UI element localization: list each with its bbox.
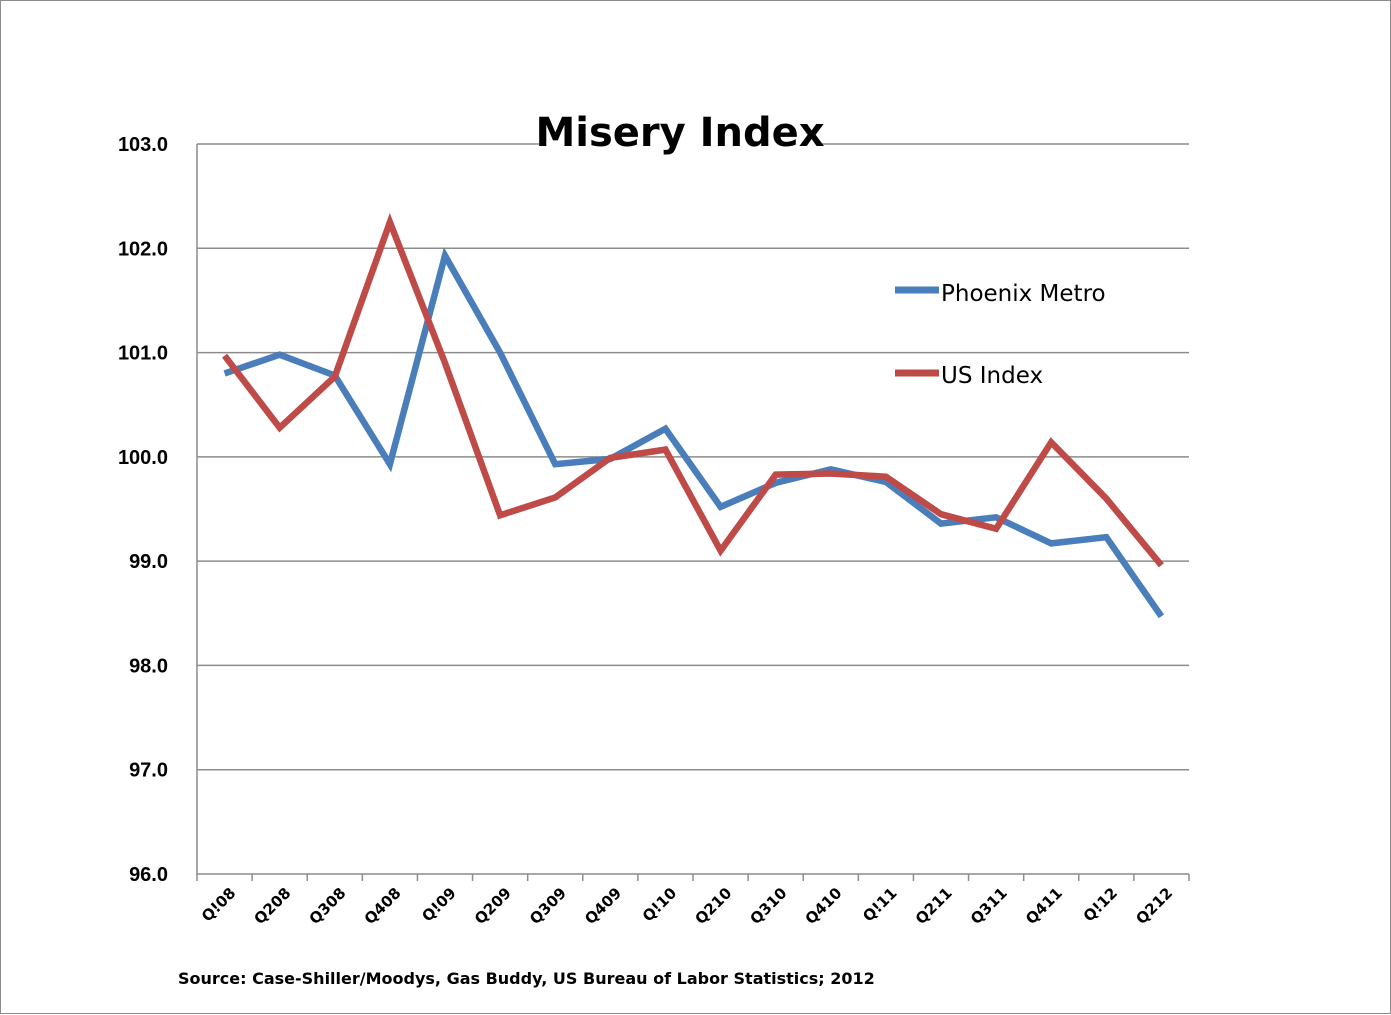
x-tick-label: Q212 [1132,884,1176,928]
x-tick-label: Q!12 [1080,884,1121,925]
x-tick-label: Q409 [581,884,625,928]
x-tick-label: Q!09 [418,884,459,925]
x-tick-label: Q!08 [198,884,239,925]
legend-label-phoenix-metro: Phoenix Metro [941,281,1106,307]
y-tick-labels: 96.0 97.0 98.0 99.0 100.0 101.0 102.0 103.0 [118,134,168,886]
x-tick-label: Q411 [1022,884,1066,928]
x-tick-label: Q!10 [639,884,680,925]
y-tick-label: 101.0 [118,343,168,365]
source-note: Source: Case-Shiller/Moodys, Gas Buddy, … [178,969,875,988]
x-tick-label: Q310 [747,884,791,928]
x-tick-label: Q!11 [859,884,900,925]
y-tick-label: 99.0 [129,551,168,573]
x-tick-label: Q308 [306,884,350,928]
x-tick-label: Q209 [471,884,515,928]
x-tick-label: Q311 [967,884,1011,928]
x-tick-label: Q309 [526,884,570,928]
legend-label-us-index: US Index [941,363,1043,389]
y-tick-label: 97.0 [129,760,168,782]
chart-title: Misery Index [535,110,824,156]
x-tick-label: Q210 [691,884,735,928]
y-tick-label: 100.0 [118,447,168,469]
y-tick-label: 103.0 [118,134,168,156]
y-tick-label: 102.0 [118,238,168,260]
x-tick-label: Q208 [251,884,295,928]
x-tick-label: Q410 [802,884,846,928]
y-tick-label: 96.0 [129,864,168,886]
x-tick-label: Q408 [361,884,405,928]
y-tick-label: 98.0 [129,655,168,677]
x-tick-label: Q211 [912,884,956,928]
x-tick-marks [197,874,1189,881]
